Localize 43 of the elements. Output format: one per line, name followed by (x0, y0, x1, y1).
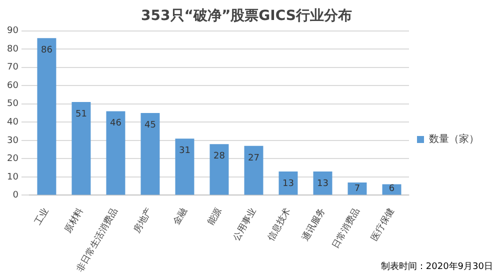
bar (72, 102, 91, 195)
y-tick-label: 90 (7, 26, 19, 36)
x-tick-label: 医疗保健 (368, 206, 396, 243)
x-tick-label: 通讯服务 (300, 206, 328, 243)
data-label: 86 (40, 45, 53, 56)
y-tick-label: 60 (7, 80, 19, 91)
bar (140, 113, 160, 195)
x-tick-label: 原材料 (62, 206, 86, 235)
data-label: 6 (388, 184, 395, 194)
bar (37, 38, 56, 195)
y-tick-label: 10 (7, 172, 19, 182)
x-tick-label: 工业 (32, 206, 52, 228)
y-tick-label: 50 (7, 99, 19, 110)
y-tick-label: 70 (7, 62, 19, 73)
data-label: 7 (354, 184, 360, 194)
x-tick-label: 金融 (170, 206, 190, 228)
chart-title: 353只“破净”股票GICS行业分布 (141, 8, 352, 24)
x-tick-label: 信息技术 (265, 206, 293, 243)
x-tick-label: 公用事业 (230, 206, 258, 243)
bar (175, 138, 194, 195)
y-tick-label: 0 (12, 190, 19, 201)
y-tick-label: 20 (7, 154, 19, 164)
bar (210, 144, 229, 195)
y-tick-label: 80 (7, 44, 19, 54)
data-label: 27 (248, 153, 260, 164)
data-label: 51 (75, 109, 87, 120)
bar (106, 111, 126, 195)
x-tick-label: 房地产 (132, 206, 155, 235)
y-tick-label: 30 (7, 136, 19, 146)
data-label: 13 (282, 178, 294, 189)
text: 制表时间：2020年9月30日 (380, 261, 493, 272)
x-tick-label: 能源 (205, 206, 224, 228)
data-label: 45 (144, 120, 156, 130)
bar (348, 182, 367, 195)
x-tick-label: 日常消费品 (330, 206, 362, 251)
y-tick-label: 40 (7, 118, 19, 128)
data-label: 28 (214, 151, 226, 162)
data-label: 31 (178, 146, 190, 156)
legend-label: 数量（家） (429, 133, 479, 146)
data-label: 13 (317, 178, 328, 189)
bar (244, 146, 264, 195)
bar (278, 171, 298, 195)
data-label: 46 (110, 118, 122, 129)
